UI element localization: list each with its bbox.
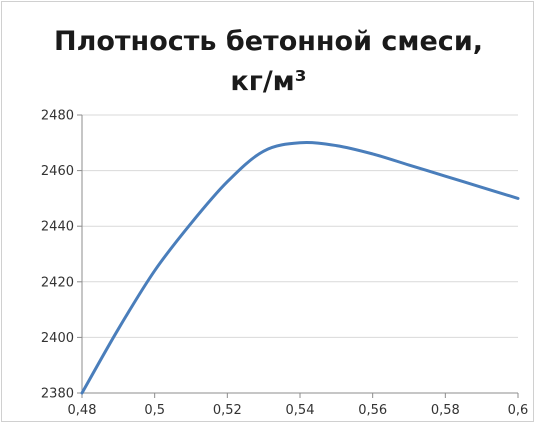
x-tick-label-5: 0,58 bbox=[431, 403, 460, 418]
grid-layer bbox=[82, 114, 518, 338]
series-line-0 bbox=[80, 141, 520, 395]
x-tick-label-4: 0,56 bbox=[358, 403, 387, 418]
chart-title: Плотность бетонной смеси, кг/м³ bbox=[0, 22, 537, 102]
chart-title-line-1: Плотность бетонной смеси, bbox=[53, 26, 483, 57]
y-tick-label-4: 2460 bbox=[41, 164, 74, 179]
chart-title-line-2: кг/м³ bbox=[230, 66, 307, 97]
tick-layer: 2380 2400 2420 2440 2460 2480 0,48 0,5 0,52 0,54 0… bbox=[41, 109, 528, 419]
axis-layer bbox=[77, 114, 519, 398]
y-tick-label-1: 2400 bbox=[41, 331, 74, 346]
x-tick-label-2: 0,52 bbox=[213, 403, 242, 418]
x-tick-label-6: 0,6 bbox=[508, 403, 529, 418]
x-tick-label-1: 0,5 bbox=[144, 403, 165, 418]
y-tick-label-2: 2420 bbox=[41, 275, 74, 290]
x-tick-label-0: 0,48 bbox=[68, 403, 97, 418]
y-tick-label-5: 2480 bbox=[41, 109, 74, 124]
y-tick-label-0: 2380 bbox=[41, 387, 74, 402]
x-tick-label-3: 0,54 bbox=[286, 403, 315, 418]
y-tick-label-3: 2440 bbox=[41, 220, 74, 235]
series-layer bbox=[80, 141, 520, 395]
